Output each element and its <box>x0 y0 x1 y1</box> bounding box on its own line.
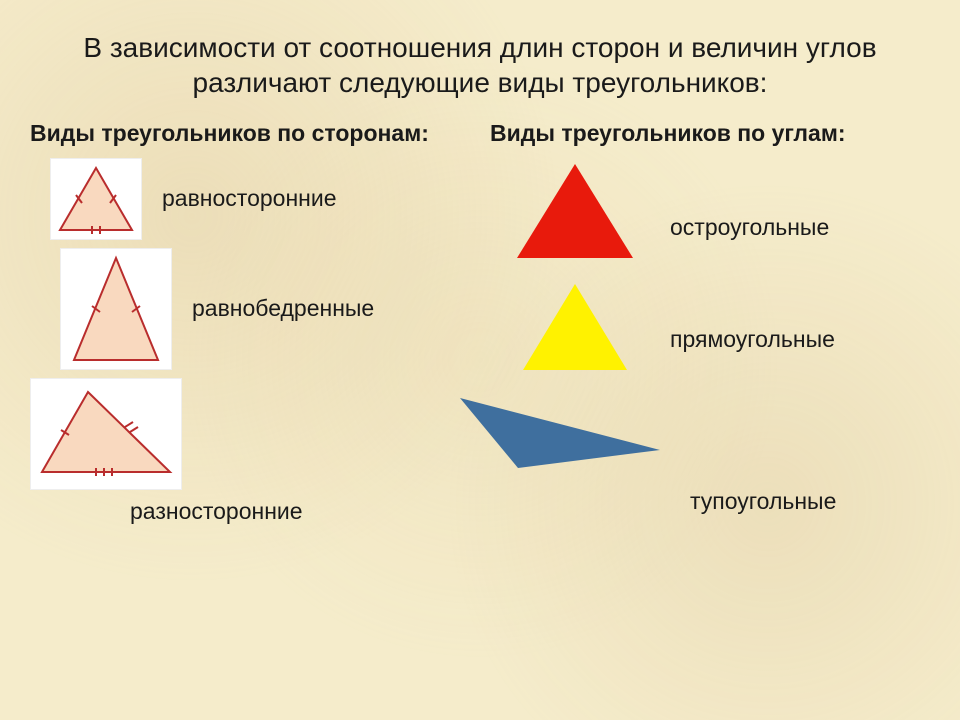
label-obtuse: тупоугольные <box>690 488 836 515</box>
heading-by-angles: Виды треугольников по углам: <box>490 120 930 148</box>
page-title: В зависимости от соотношения длин сторон… <box>60 30 900 100</box>
column-by-sides: Виды треугольников по сторонам: равносто… <box>30 120 470 533</box>
label-isosceles: равнобедренные <box>192 295 374 322</box>
label-acute: остроугольные <box>670 214 829 241</box>
heading-by-sides: Виды треугольников по сторонам: <box>30 120 470 148</box>
row-scalene: разносторонние <box>30 378 470 525</box>
label-scalene: разносторонние <box>130 498 303 525</box>
row-right: прямоугольные <box>490 278 930 378</box>
equilateral-icon <box>50 158 142 240</box>
right-triangle-icon <box>490 278 660 378</box>
isosceles-icon <box>60 248 172 370</box>
obtuse-triangle-icon <box>450 388 670 478</box>
row-equilateral: равносторонние <box>30 158 470 240</box>
label-equilateral: равносторонние <box>162 185 337 212</box>
label-right: прямоугольные <box>670 326 835 353</box>
content-columns: Виды треугольников по сторонам: равносто… <box>0 120 960 533</box>
acute-triangle-icon <box>490 158 660 268</box>
row-isosceles: равнобедренные <box>30 248 470 370</box>
column-by-angles: Виды треугольников по углам: остроугольн… <box>490 120 930 533</box>
scalene-icon <box>30 378 182 490</box>
row-obtuse: тупоугольные <box>490 388 930 515</box>
row-acute: остроугольные <box>490 158 930 268</box>
